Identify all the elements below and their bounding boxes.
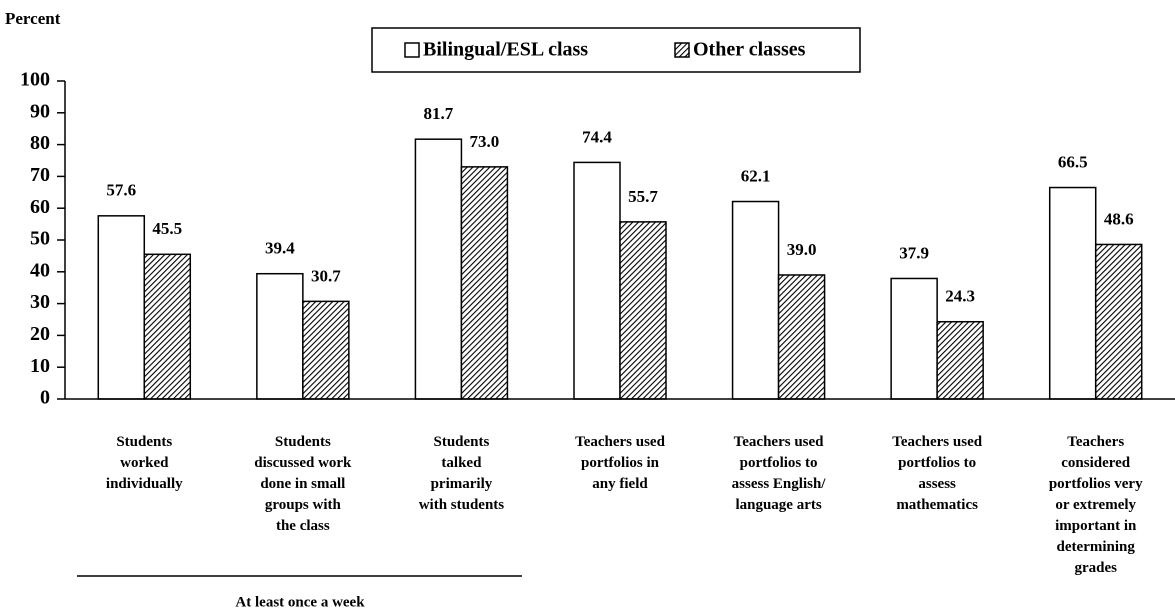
x-tick-label-line: worked (120, 455, 169, 471)
x-tick-label-line: individually (106, 476, 183, 492)
x-tick-label-line: determining (1057, 539, 1136, 555)
x-tick-label-line: mathematics (896, 497, 978, 513)
x-tick-label-line: or extremely (1055, 497, 1136, 513)
y-tick-label: 80 (30, 132, 50, 154)
y-tick-label: 0 (40, 387, 50, 409)
bar (256, 272, 304, 400)
bar (97, 215, 146, 400)
x-tick-label-line: Students (275, 434, 331, 450)
bar (573, 161, 621, 400)
y-tick-label: 90 (30, 100, 50, 122)
y-tick-label: 20 (30, 323, 50, 345)
x-tick-label-line: assess English/ (732, 476, 827, 492)
bar (460, 166, 509, 400)
legend-box (371, 27, 861, 73)
legend-label: Other classes (693, 39, 806, 61)
x-tick-label-line: portfolios to (740, 455, 818, 471)
bar (414, 138, 463, 400)
x-tick-label-line: language arts (735, 497, 821, 513)
bar (143, 253, 192, 400)
x-tick-label: Students worked individually (106, 434, 183, 492)
value-label: 57.6 (106, 181, 136, 200)
bar (1094, 243, 1143, 400)
y-tick-label: 50 (30, 228, 50, 250)
bar (1048, 186, 1097, 400)
x-tick-label-line: Teachers used (892, 434, 983, 450)
y-tick-label: 30 (30, 291, 50, 313)
x-tick-label-line: Teachers (1067, 434, 1124, 450)
bar (619, 221, 667, 400)
x-tick-label-line: primarily (431, 476, 493, 492)
x-tick-label-line: Students (116, 434, 172, 450)
bar (302, 300, 350, 400)
value-label: 24.3 (945, 287, 975, 306)
x-tick-label: Teachers considered portfolios very or extr… (1049, 434, 1143, 576)
x-tick-label-line: portfolios very (1049, 476, 1143, 492)
value-label: 45.5 (152, 219, 182, 238)
legend-swatch (404, 42, 420, 58)
value-label: 48.6 (1104, 209, 1134, 228)
x-tick-label-line: Teachers used (575, 434, 666, 450)
legend-label: Bilingual/ESL class (423, 39, 588, 61)
value-label: 74.4 (582, 127, 612, 146)
value-label: 55.7 (628, 187, 658, 206)
x-tick-label: Teachers used portfolios to assess English… (732, 434, 827, 513)
y-axis-title: Percent (5, 9, 61, 28)
x-tick-label-line: the class (276, 518, 330, 534)
value-label: 37.9 (899, 243, 929, 262)
value-label: 39.4 (265, 239, 295, 258)
y-tick-label: 60 (30, 196, 50, 218)
value-label: 39.0 (787, 240, 817, 259)
x-tick-label-line: portfolios to (898, 455, 976, 471)
value-label: 73.0 (470, 132, 500, 151)
bar (936, 320, 984, 400)
x-tick-label-line: talked (441, 455, 482, 471)
annotation: At least once a week (235, 594, 365, 610)
x-tick-label-line: with students (419, 497, 505, 513)
x-tick-label: Students discussed work done in small group… (254, 434, 352, 534)
x-tick-label-line: grades (1074, 560, 1117, 576)
bar (890, 277, 938, 400)
x-tick-label-line: assess (918, 476, 956, 492)
x-tick-label-line: Students (433, 434, 489, 450)
y-tick-label: 100 (20, 69, 50, 91)
x-tick-label: Teachers used portfolios in any field (575, 434, 666, 492)
y-tick-label: 40 (30, 259, 50, 281)
x-tick-label-line: groups with (265, 497, 342, 513)
value-label: 81.7 (424, 104, 454, 123)
x-tick-label-line: any field (592, 476, 648, 492)
legend-swatch (674, 42, 690, 58)
x-tick-label-line: done in small (260, 476, 345, 492)
x-tick-label-line: Teachers used (734, 434, 825, 450)
value-label: 62.1 (741, 166, 771, 185)
y-tick-label: 10 (30, 355, 50, 377)
x-tick-label: Teachers used portfolios to assess mathemat… (892, 434, 983, 513)
value-label: 30.7 (311, 266, 341, 285)
x-tick-label-line: important in (1055, 518, 1137, 534)
value-label: 66.5 (1058, 152, 1088, 171)
x-tick-label-line: discussed work (254, 455, 352, 471)
x-tick-label-line: considered (1061, 455, 1131, 471)
x-tick-label-line: portfolios in (581, 455, 660, 471)
y-tick-label: 70 (30, 164, 50, 186)
x-tick-label: Students talked primarily with students (419, 434, 505, 513)
bar (777, 274, 826, 400)
bar (731, 200, 780, 400)
